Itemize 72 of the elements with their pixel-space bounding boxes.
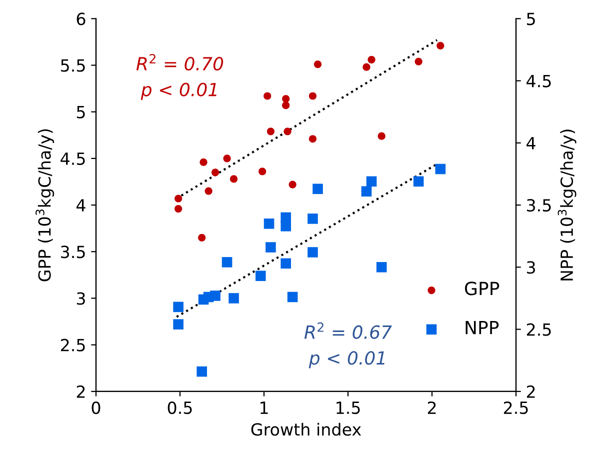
y2-tick-label: 3.5 [526,199,551,212]
point [282,94,290,103]
point [210,290,220,301]
y-tick-label: 4 [76,199,86,212]
x-axis-title: Growth index [251,422,362,436]
point [223,154,231,162]
y2-tick-label: 4.5 [526,74,551,88]
annotation: R$^{2}$ = 0.70 p < 0.01 [136,54,224,100]
point [308,247,318,258]
point [211,168,220,176]
x-tick-label: 2.5 [504,401,528,414]
point [174,194,182,202]
y2-tick-label: 2 [526,385,535,398]
point [173,319,184,330]
point [280,221,291,232]
y-tick-label: 4.5 [60,152,85,166]
point [264,92,272,100]
point [314,60,322,68]
point [362,63,370,71]
x-tick-label: 2 [428,401,436,414]
x-tick-label: 0 [92,401,100,414]
legend-label: NPP [466,320,499,334]
point [282,102,290,110]
point [200,158,208,166]
point [308,135,317,143]
x-tick-label: 0.5 [168,401,192,414]
legend-label: GPP [465,282,500,296]
point [368,56,376,64]
y2-tick-label: 4 [526,137,536,150]
y2-tick-label: 3 [526,261,535,274]
point [173,302,184,312]
point [308,92,317,100]
y2-tick-label: 5 [527,12,535,26]
y-tick-label: 5 [76,106,85,118]
y-tick-label: 3.5 [61,246,85,258]
point [255,270,266,282]
y-tick-label: 3 [76,292,85,305]
point [361,186,372,197]
point [288,180,296,188]
point [414,58,422,66]
point [436,42,444,50]
point [366,176,377,187]
point [198,234,206,242]
point [228,293,239,304]
point [222,257,232,268]
point [280,258,291,269]
annotation: R$^{2}$ = 0.67 p < 0.01 [304,322,392,368]
point [308,214,318,224]
point [284,128,292,136]
y2-axis-title: NPP (10$^{3}$kgC/ha/y) [558,130,576,280]
point [174,204,182,213]
point [196,366,207,377]
point [312,184,323,194]
y-tick-label: 2.5 [60,338,85,352]
point [287,292,298,302]
point [376,262,387,272]
y-tick-label: 2 [76,385,85,398]
point [413,176,424,187]
point [230,175,238,183]
point [204,187,212,195]
x-tick-label: 1.5 [336,402,360,414]
point [258,168,266,176]
point [435,164,446,174]
point [264,218,274,229]
y-axis-title: GPP (10$^{3}$kgC/ha/y) [36,129,54,282]
y-tick-label: 5.5 [61,59,85,72]
point [266,242,276,252]
y-tick-label: 6 [76,12,86,26]
y2-tick-label: 2.5 [526,323,551,336]
x-tick-label: 1 [260,402,268,414]
point [378,132,386,140]
point [266,128,275,136]
